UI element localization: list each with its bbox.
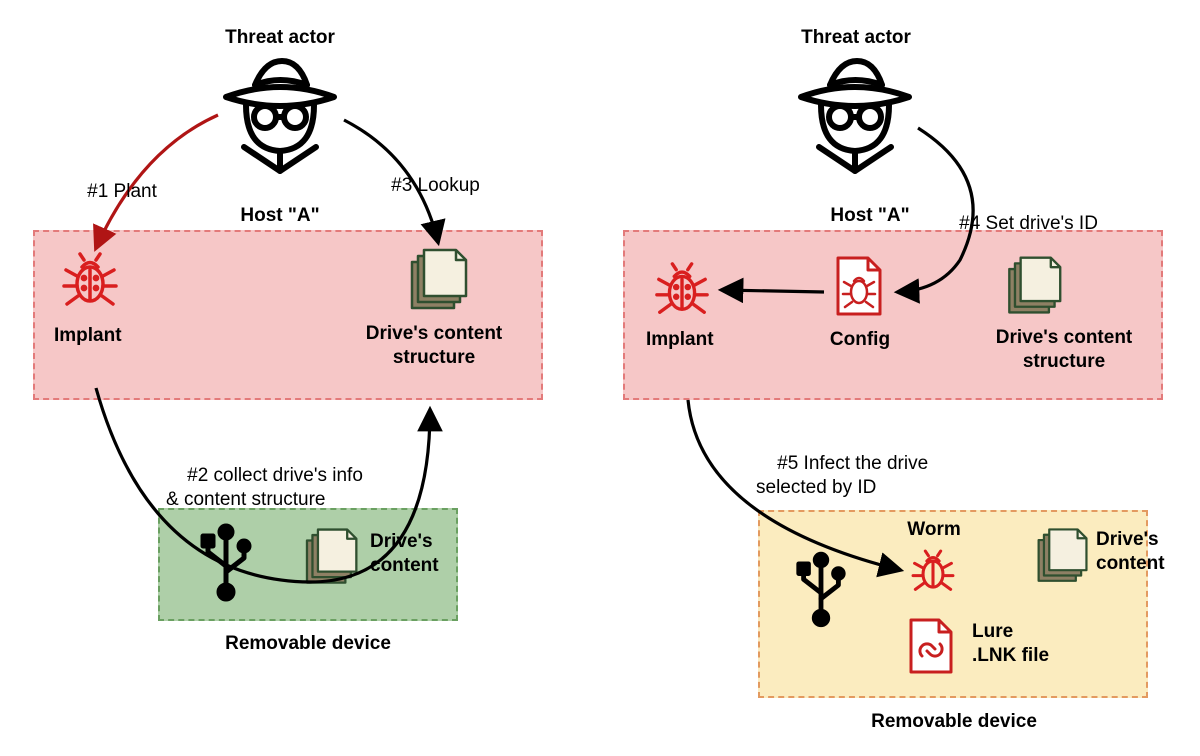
drive-content-label: Drive's content [370, 530, 439, 578]
documents-icon [400, 244, 470, 316]
threat-actor-label: Threat actor [801, 26, 911, 50]
diagram-stage: Threat actor Threat actor Host "A" Host … [0, 0, 1200, 756]
implant-label: Implant [54, 324, 122, 348]
threat-actor-icon [785, 55, 925, 175]
config-file-icon [832, 254, 886, 318]
bug-icon [653, 260, 711, 318]
drive-structure-label: Drive's content structure [996, 326, 1133, 374]
edge-label-1: #1 Plant [66, 156, 157, 227]
bug-icon [910, 548, 956, 594]
threat-actor-icon [210, 55, 350, 175]
edge-label-5: #5 Infect the drive selected by ID [756, 428, 928, 523]
drive-content-label: Drive's content [1096, 528, 1165, 576]
documents-icon [1028, 524, 1090, 588]
implant-label: Implant [646, 328, 714, 352]
removable-device-label: Removable device [225, 632, 391, 656]
host-label: Host "A" [830, 204, 909, 228]
removable-device-label: Removable device [871, 710, 1037, 734]
lnk-file-icon [906, 616, 956, 676]
documents-icon [998, 252, 1064, 320]
edge-label-2: #2 collect drive's info & content struct… [166, 440, 363, 535]
threat-actor-label: Threat actor [225, 26, 335, 50]
host-label: Host "A" [240, 204, 319, 228]
usb-icon [792, 550, 850, 628]
lure-lnk-label: Lure .LNK file [972, 620, 1049, 668]
bug-icon [60, 250, 120, 310]
config-label: Config [830, 328, 890, 352]
edge-label-4: #4 Set drive's ID [938, 188, 1098, 259]
drive-structure-label: Drive's content structure [366, 322, 503, 370]
edge-label-3: #3 Lookup [370, 150, 480, 221]
